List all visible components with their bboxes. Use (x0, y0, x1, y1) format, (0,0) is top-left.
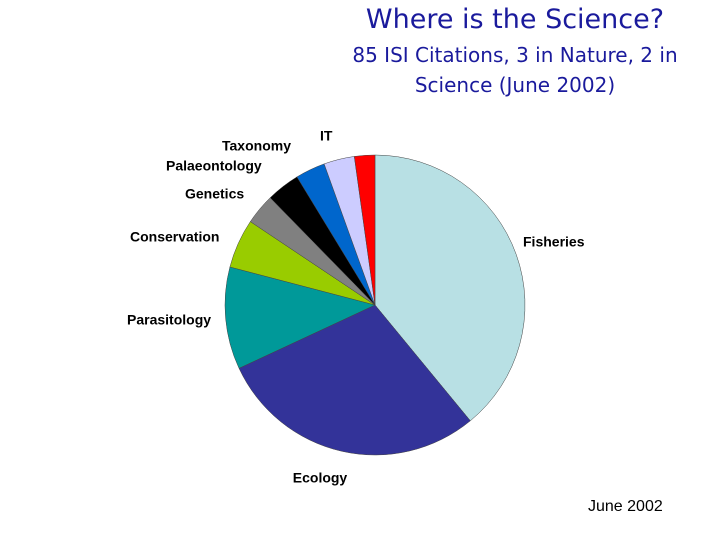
slice-label: Parasitology (127, 312, 211, 328)
chart-title: Where is the Science? (365, 4, 665, 35)
slice-label: Fisheries (523, 234, 585, 250)
slice-label: Genetics (185, 186, 244, 202)
footer: June 2002 (588, 498, 663, 515)
pie-slice (224, 266, 376, 369)
slice-label: IT (320, 128, 333, 144)
slice-label: Taxonomy (222, 138, 291, 154)
slice-label: Palaeontology (166, 158, 262, 174)
pie-slice (374, 154, 526, 422)
chart-subtitle: 85 ISI Citations, 3 in Nature, 2 in Scie… (352, 43, 678, 97)
slice-label: Conservation (130, 229, 219, 245)
slice-label: Ecology (293, 470, 348, 486)
pie-slice (354, 154, 376, 306)
pie-slice (238, 304, 471, 456)
